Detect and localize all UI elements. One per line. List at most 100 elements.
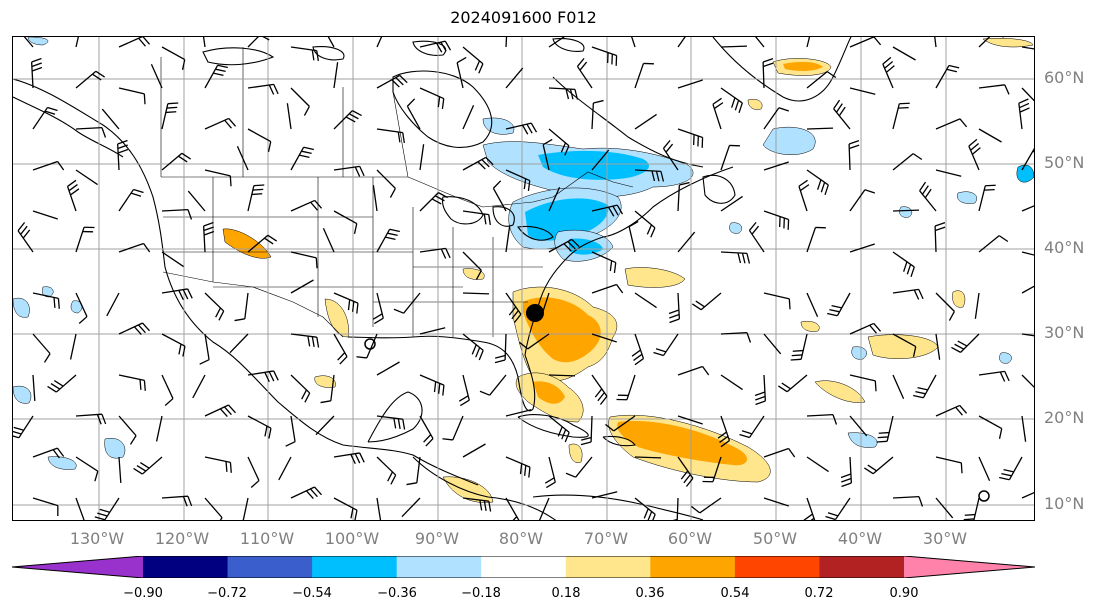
wind-barb: [247, 184, 265, 212]
colorbar-tick: 0.90: [889, 586, 919, 601]
wind-barb: [777, 374, 808, 393]
hudson-bay: [392, 70, 493, 148]
wind-barb: [712, 97, 724, 130]
wind-barb: [242, 497, 249, 520]
wind-barb: [999, 456, 1023, 481]
wind-barb: [548, 374, 576, 377]
wind-barb: [23, 37, 34, 48]
negative-anomaly-patch: [851, 346, 867, 360]
wind-barb: [806, 71, 837, 89]
wind-barb: [192, 374, 206, 399]
wind-barb: [616, 374, 636, 401]
wind-barb: [456, 56, 467, 89]
wind-barb: [505, 169, 531, 192]
wind-barb: [591, 333, 617, 343]
positive-anomaly-core: [783, 61, 823, 72]
wind-barb: [892, 153, 923, 171]
wind-barb: [542, 138, 553, 171]
wind-barb: [101, 108, 120, 130]
lon-label-90w: 90°W: [414, 529, 460, 548]
wind-barb: [935, 404, 968, 417]
wind-barb: [202, 37, 206, 48]
wind-barb: [118, 456, 122, 483]
wind-barb: [935, 64, 960, 89]
wind-barb: [876, 415, 894, 443]
negative-anomaly-patch: [27, 37, 49, 46]
wind-barb: [161, 374, 174, 406]
wind-barb: [849, 374, 877, 392]
wind-barb: [202, 221, 215, 253]
wind-barb: [94, 497, 120, 520]
wind-barb: [290, 199, 323, 212]
north-america-west-coast: [13, 78, 479, 486]
colorbar-extend-high: [904, 556, 1035, 578]
hispaniola: [602, 435, 636, 447]
wind-barb: [333, 165, 365, 177]
wind-barb: [1021, 87, 1034, 102]
wind-barb: [591, 491, 618, 499]
wind-barb: [372, 185, 378, 212]
wind-barb: [892, 288, 924, 300]
map-panel: [12, 36, 1035, 521]
negative-anomaly-patch: [999, 352, 1012, 364]
positive-anomaly-patch: [952, 290, 966, 308]
wind-barb: [978, 456, 991, 482]
central-america-coast: [412, 456, 557, 520]
wind-barb: [322, 227, 335, 253]
wind-barb: [462, 210, 491, 226]
wind-barb: [755, 37, 765, 48]
wind-barb: [278, 456, 292, 481]
negative-anomaly-patch: [762, 126, 816, 156]
wind-barb: [677, 415, 703, 425]
wind-barb: [376, 361, 400, 376]
colorbar-tick: −0.54: [292, 586, 332, 601]
wind-barb: [376, 169, 396, 198]
negative-anomaly-patch: [47, 456, 77, 470]
wind-barb: [934, 222, 946, 253]
wind-barb: [161, 152, 192, 171]
colorbar-tick: 0.36: [635, 586, 665, 601]
wind-barb: [505, 292, 522, 323]
negative-anomaly-core: [538, 150, 649, 180]
colorbar-tick: −0.18: [461, 586, 501, 601]
colorbar-segment: [819, 556, 905, 578]
wind-barb: [204, 456, 232, 473]
wind-barb: [187, 190, 206, 212]
wind-barb: [720, 87, 743, 114]
wind-barb: [376, 128, 405, 144]
wind-barb: [462, 251, 482, 280]
colorbar-extend-low: [12, 556, 143, 578]
wind-barb: [290, 251, 318, 269]
wind-barb: [118, 322, 150, 336]
wind-barb: [290, 279, 314, 294]
wind-barb: [548, 128, 570, 156]
wind-barb: [247, 415, 272, 439]
wind-barb: [748, 221, 765, 253]
colorbar-segment: [143, 556, 229, 578]
lon-label-50w: 50°W: [752, 529, 798, 548]
wind-barb: [1021, 333, 1034, 337]
negative-anomaly-patch: [1016, 164, 1034, 183]
wind-barb: [150, 63, 163, 89]
lat-label-40n: 40°N: [1044, 238, 1085, 257]
wind-barb: [634, 497, 656, 520]
wind-barb: [376, 37, 383, 48]
wind-barb: [161, 208, 193, 220]
wind-barb: [247, 456, 260, 488]
wind-barb: [247, 83, 279, 95]
wind-barb: [419, 40, 452, 53]
wind-barb: [978, 235, 1009, 253]
wind-barb: [32, 292, 60, 309]
wind-barb: [691, 292, 722, 311]
lon-label-100w: 100°W: [324, 529, 380, 548]
negative-anomaly-core: [569, 238, 603, 255]
wind-barb: [591, 99, 604, 130]
wind-barb: [327, 37, 335, 48]
wind-barb: [419, 247, 451, 259]
wind-barb: [118, 415, 137, 445]
wind-barb: [763, 333, 782, 355]
colorbar-tick: 0.54: [720, 586, 750, 601]
wind-barb: [935, 456, 963, 474]
wind-barb: [247, 128, 272, 152]
wind-barb: [544, 456, 556, 489]
